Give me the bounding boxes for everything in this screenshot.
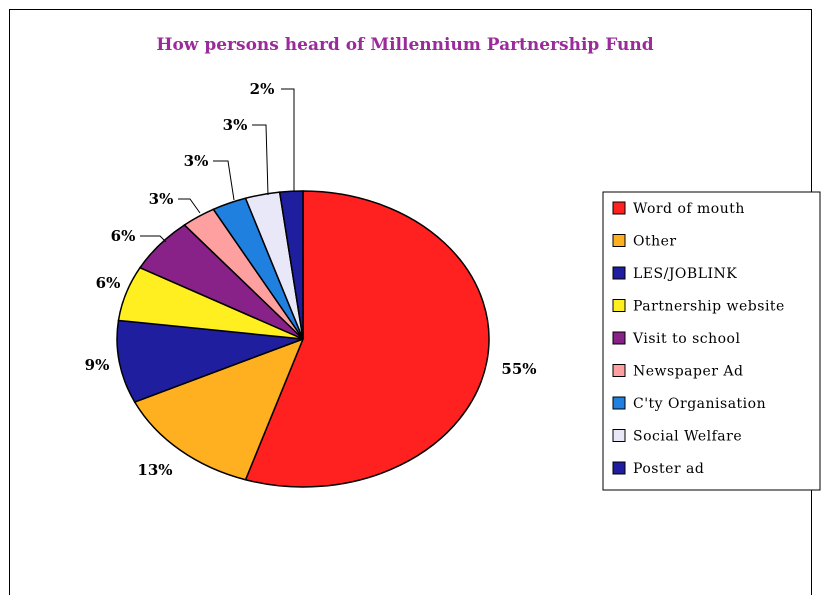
slice-label: 13% — [137, 461, 172, 479]
legend-label: LES/JOBLINK — [633, 266, 737, 282]
leader-line — [281, 88, 295, 192]
pie-slice-other — [133, 337, 305, 481]
slice-label: 3% — [149, 190, 174, 208]
slice-label: 3% — [223, 116, 248, 134]
slice-label: 2% — [250, 80, 275, 98]
legend-label: Social Welfare — [633, 429, 742, 445]
slice-labels: 55%13%9%6%6%3%3%3%2% — [85, 80, 537, 479]
legend-label: Partnership website — [633, 299, 785, 315]
legend-swatch — [612, 201, 626, 215]
chart-title: How persons heard of Millennium Partners… — [156, 35, 653, 55]
pie-slice-les-joblink — [116, 319, 304, 403]
legend-swatch — [612, 299, 626, 312]
legend-label: C'ty Organisation — [633, 396, 766, 412]
legend-box — [602, 191, 821, 491]
legend-swatch — [612, 364, 626, 377]
legend-swatch — [612, 331, 626, 345]
slice-label: 9% — [85, 356, 110, 374]
leader-line — [213, 160, 235, 201]
leader-lines — [140, 88, 295, 243]
slice-label: 55% — [501, 360, 536, 378]
legend-label: Other — [633, 234, 677, 250]
legend-swatch — [612, 234, 626, 247]
legend-swatch — [612, 266, 626, 280]
leader-line — [252, 124, 269, 196]
slice-label: 6% — [96, 274, 121, 292]
legend-swatch — [612, 461, 626, 475]
pie-slice-poster-ad — [278, 190, 304, 340]
pie-slice-word-of-mouth — [244, 190, 490, 488]
legend-label: Poster ad — [633, 461, 704, 477]
legend: Word of mouth Other LES/JOBLINK Partnership… — [602, 191, 821, 491]
slice-label: 6% — [111, 227, 136, 245]
legend-label: Newspaper Ad — [633, 364, 743, 380]
legend-label: Word of mouth — [633, 201, 745, 217]
legend-swatch — [612, 396, 626, 410]
legend-label: Visit to school — [632, 331, 740, 347]
leader-line — [140, 235, 167, 243]
slice-label: 3% — [184, 152, 209, 170]
pie-slices — [116, 190, 490, 488]
leader-line — [178, 198, 201, 214]
legend-swatch — [612, 429, 626, 442]
